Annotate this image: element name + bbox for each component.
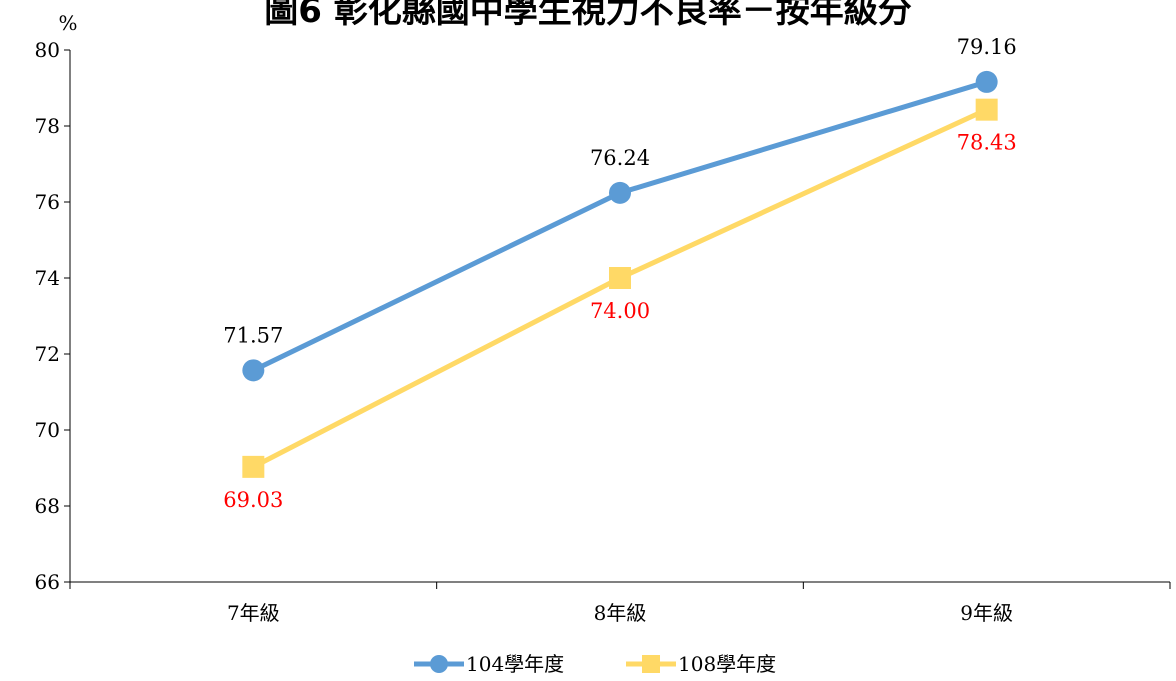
data-label: 69.03 xyxy=(223,488,283,512)
y-tick-label: 70 xyxy=(35,418,60,442)
y-tick-label: 66 xyxy=(35,570,60,594)
y-tick-label: 72 xyxy=(35,342,60,366)
legend-item-1: 104學年度 xyxy=(414,652,564,676)
y-tick-label: 78 xyxy=(35,114,60,138)
data-point xyxy=(609,267,631,289)
data-label: 74.00 xyxy=(590,299,650,323)
series-2: 69.03 74.00 78.43 xyxy=(223,98,1017,512)
data-label: 76.24 xyxy=(590,146,650,170)
data-label: 78.43 xyxy=(957,131,1017,155)
y-tick-label: 80 xyxy=(35,38,60,62)
y-tick-label: 74 xyxy=(35,266,60,290)
legend-marker xyxy=(642,655,660,673)
data-point xyxy=(242,359,265,382)
data-point xyxy=(975,70,998,93)
axes: 66 68 70 72 74 76 78 80 7年級 8年級 9年級 xyxy=(35,38,1171,625)
x-tick-label: 8年級 xyxy=(594,601,647,625)
data-point xyxy=(975,98,998,121)
y-tick-label: 76 xyxy=(35,190,60,214)
series-1: 71.57 76.24 79.16 xyxy=(223,35,1017,382)
series-layer: 71.57 76.24 79.16 69.03 74.00 78.43 xyxy=(223,35,1016,512)
data-point xyxy=(242,455,265,478)
data-point xyxy=(609,181,631,204)
y-axis-unit: % xyxy=(58,11,77,35)
x-tick-label: 9年級 xyxy=(960,601,1013,625)
legend-label: 108學年度 xyxy=(678,652,776,676)
legend-item-2: 108學年度 xyxy=(626,652,776,676)
legend-marker xyxy=(430,655,448,673)
legend: 104學年度 108學年度 xyxy=(414,652,776,676)
data-label: 79.16 xyxy=(957,35,1017,59)
y-tick-label: 68 xyxy=(35,494,60,518)
chart-title: 圖6 彰化縣國中學生視力不良率－按年級分 xyxy=(264,0,912,31)
data-label: 71.57 xyxy=(223,323,283,347)
legend-label: 104學年度 xyxy=(466,652,564,676)
x-tick-label: 7年級 xyxy=(227,601,280,625)
series-line xyxy=(252,79,988,373)
